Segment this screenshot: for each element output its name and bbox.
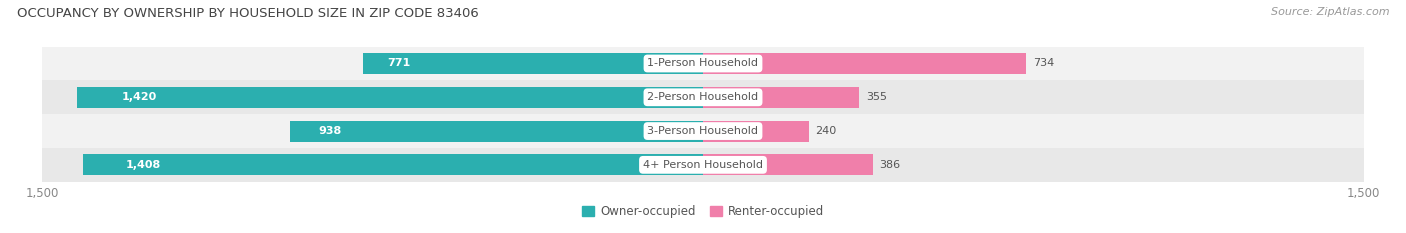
Text: 1,408: 1,408	[127, 160, 162, 170]
Text: 355: 355	[866, 92, 887, 102]
Bar	[703, 87, 859, 108]
Legend: Owner-occupied, Renter-occupied: Owner-occupied, Renter-occupied	[578, 201, 828, 223]
Bar	[42, 148, 1364, 182]
Text: OCCUPANCY BY OWNERSHIP BY HOUSEHOLD SIZE IN ZIP CODE 83406: OCCUPANCY BY OWNERSHIP BY HOUSEHOLD SIZE…	[17, 7, 478, 20]
Bar	[363, 53, 703, 74]
Text: 386: 386	[880, 160, 901, 170]
Text: 1,420: 1,420	[121, 92, 156, 102]
Text: 240: 240	[815, 126, 837, 136]
Text: 771: 771	[387, 58, 411, 69]
Text: Source: ZipAtlas.com: Source: ZipAtlas.com	[1271, 7, 1389, 17]
Text: 938: 938	[319, 126, 342, 136]
Bar	[42, 80, 1364, 114]
Bar	[703, 121, 808, 141]
Text: 734: 734	[1033, 58, 1054, 69]
Bar	[42, 114, 1364, 148]
Bar	[290, 121, 703, 141]
Bar	[42, 47, 1364, 80]
Text: 3-Person Household: 3-Person Household	[648, 126, 758, 136]
Bar	[703, 154, 873, 175]
Text: 1-Person Household: 1-Person Household	[648, 58, 758, 69]
Bar	[83, 154, 703, 175]
Text: 4+ Person Household: 4+ Person Household	[643, 160, 763, 170]
Bar	[703, 53, 1026, 74]
Text: 2-Person Household: 2-Person Household	[647, 92, 759, 102]
Bar	[77, 87, 703, 108]
